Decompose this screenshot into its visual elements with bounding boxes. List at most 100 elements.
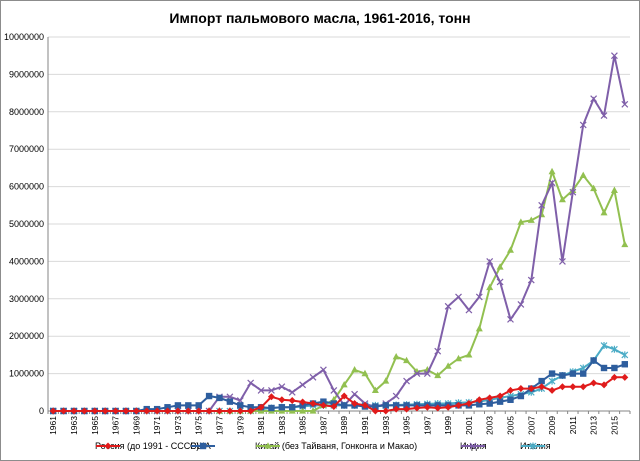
data-point bbox=[475, 293, 483, 301]
legend-label: Россия (до 1991 - СССР) bbox=[95, 441, 200, 451]
data-point bbox=[548, 386, 556, 394]
legend-item: Индия bbox=[460, 439, 487, 453]
data-point bbox=[590, 184, 598, 192]
data-point bbox=[517, 218, 525, 225]
data-point bbox=[216, 394, 223, 402]
data-point bbox=[184, 407, 192, 415]
data-point bbox=[371, 386, 379, 394]
y-tick-label: 3000000 bbox=[9, 294, 44, 304]
data-point bbox=[403, 402, 410, 409]
x-tick-label: 1983 bbox=[277, 416, 287, 435]
x-tick-label: 1963 bbox=[69, 416, 79, 435]
data-point bbox=[600, 208, 608, 216]
data-point bbox=[496, 392, 504, 400]
data-point bbox=[199, 442, 207, 450]
x-tick-label: 1985 bbox=[298, 416, 308, 435]
data-point bbox=[548, 370, 556, 377]
data-point bbox=[382, 377, 390, 384]
data-point bbox=[371, 407, 379, 415]
data-point bbox=[215, 407, 223, 415]
data-point bbox=[517, 300, 525, 308]
data-point bbox=[469, 442, 477, 450]
data-point bbox=[247, 379, 255, 387]
data-point bbox=[340, 381, 348, 388]
data-point bbox=[506, 246, 514, 253]
x-tick-label: 1961 bbox=[48, 416, 58, 435]
chart-title: Импорт пальмового масла, 1961-2016, тонн bbox=[169, 10, 471, 26]
data-point bbox=[496, 398, 504, 405]
data-point bbox=[164, 407, 172, 415]
data-point bbox=[319, 366, 327, 374]
x-tick-label: 1999 bbox=[443, 416, 453, 435]
data-point bbox=[590, 379, 598, 387]
data-point bbox=[195, 407, 203, 415]
data-point bbox=[264, 442, 272, 449]
data-point bbox=[309, 407, 317, 414]
x-tick-label: 2013 bbox=[589, 416, 599, 435]
data-point bbox=[330, 403, 338, 411]
data-point bbox=[455, 354, 463, 362]
data-point bbox=[153, 407, 161, 415]
data-point bbox=[382, 407, 390, 415]
data-point bbox=[476, 401, 483, 408]
x-tick-label: 2005 bbox=[505, 416, 515, 435]
data-point bbox=[268, 404, 275, 412]
data-point bbox=[507, 396, 514, 403]
data-point bbox=[132, 407, 140, 415]
x-tick-label: 1967 bbox=[111, 416, 121, 435]
data-point bbox=[580, 370, 587, 377]
data-point bbox=[621, 361, 629, 368]
data-point bbox=[434, 404, 442, 412]
data-point bbox=[289, 404, 296, 411]
data-point bbox=[569, 188, 577, 196]
x-tick-label: 1993 bbox=[381, 416, 391, 435]
data-point bbox=[267, 393, 275, 401]
data-point bbox=[621, 351, 629, 359]
data-point bbox=[257, 403, 265, 411]
data-point bbox=[579, 171, 587, 178]
data-point bbox=[101, 407, 109, 415]
data-point bbox=[319, 401, 327, 409]
data-point bbox=[413, 404, 421, 412]
data-point bbox=[392, 402, 400, 409]
x-tick-label: 2015 bbox=[609, 416, 619, 435]
data-point bbox=[104, 442, 112, 450]
data-point bbox=[486, 283, 494, 291]
y-tick-label: 5000000 bbox=[9, 219, 44, 229]
data-point bbox=[548, 179, 556, 187]
legend-item: Россия (до 1991 - СССР) bbox=[95, 439, 199, 453]
data-point bbox=[226, 398, 234, 405]
data-point bbox=[600, 364, 608, 372]
data-point bbox=[91, 407, 99, 415]
y-tick-label: 2000000 bbox=[9, 331, 44, 341]
data-point bbox=[548, 377, 556, 385]
data-point bbox=[486, 400, 493, 407]
data-point bbox=[548, 167, 556, 175]
data-point bbox=[299, 381, 307, 389]
data-point bbox=[611, 364, 618, 372]
data-point bbox=[372, 403, 379, 410]
legend-item: Китай (без Тайваня, Гонконга и Макао) bbox=[255, 439, 417, 453]
x-tick-label: 1997 bbox=[422, 416, 432, 435]
data-point bbox=[538, 377, 545, 385]
data-point bbox=[444, 403, 452, 411]
legend-swatch bbox=[96, 442, 120, 450]
data-point bbox=[496, 263, 504, 270]
data-point bbox=[559, 257, 566, 265]
data-point bbox=[392, 405, 400, 413]
data-point bbox=[278, 383, 286, 391]
data-point bbox=[299, 407, 307, 414]
data-point bbox=[465, 306, 473, 314]
data-point bbox=[236, 407, 244, 415]
legend-label: Китай (без Тайваня, Гонконга и Макао) bbox=[255, 441, 418, 451]
data-point bbox=[621, 100, 629, 108]
data-point bbox=[569, 383, 577, 391]
data-point bbox=[361, 369, 369, 377]
data-point bbox=[164, 404, 171, 411]
data-point bbox=[320, 398, 327, 405]
data-point bbox=[403, 377, 410, 385]
x-tick-label: 1973 bbox=[173, 416, 183, 435]
data-point bbox=[288, 388, 296, 396]
data-point bbox=[80, 407, 88, 415]
